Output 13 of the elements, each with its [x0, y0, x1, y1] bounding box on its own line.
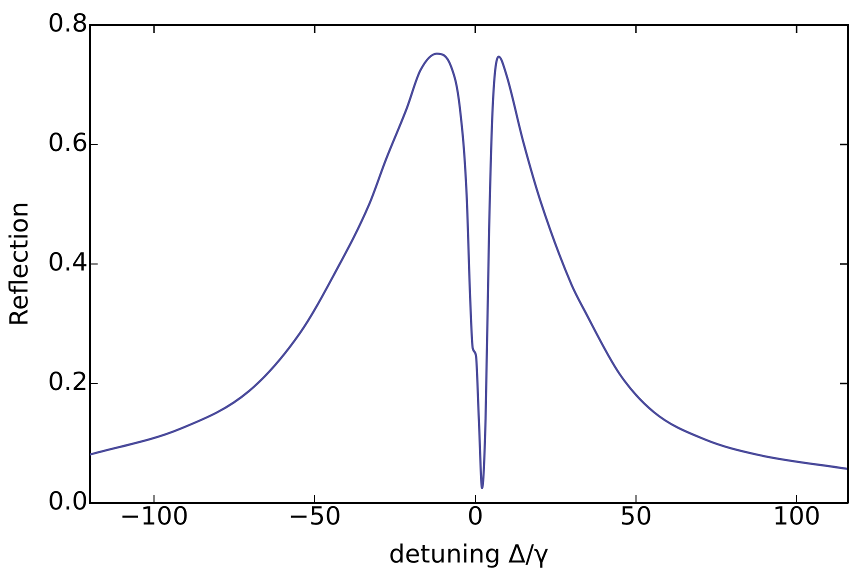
- x-axis-title: detuning Δ/γ: [389, 540, 549, 568]
- y-axis-title: Reflection: [4, 202, 34, 326]
- y-tick-label: 0.2: [48, 367, 88, 396]
- y-tick-label: 0.0: [48, 486, 88, 516]
- x-tick-label: −50: [288, 502, 342, 530]
- y-tick-label: 0.6: [48, 128, 88, 157]
- x-tick-label: 50: [620, 502, 652, 530]
- x-tick-label: 100: [772, 502, 820, 530]
- line-series: [90, 52, 848, 490]
- y-tick-label: 0.8: [48, 8, 88, 38]
- y-tick-label: 0.4: [48, 248, 88, 276]
- x-tick-label: 0: [467, 502, 484, 530]
- x-tick-label: −100: [120, 502, 188, 530]
